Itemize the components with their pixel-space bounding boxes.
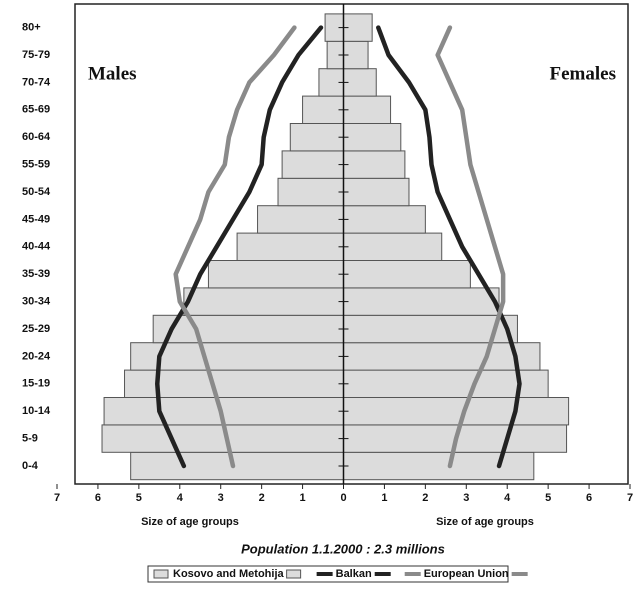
- x-tick-label: 7: [627, 492, 633, 504]
- x-tick-label: 1: [300, 492, 306, 504]
- legend-label: Kosovo and Metohija: [173, 568, 285, 580]
- x-tick-label: 1: [381, 492, 387, 504]
- bar: [257, 205, 344, 234]
- y-tick-label: 60-64: [22, 131, 51, 143]
- bar: [343, 95, 392, 124]
- x-axis-label: Size of age groups: [141, 516, 239, 528]
- y-tick-label: 70-74: [22, 76, 51, 88]
- y-tick-label: 75-79: [22, 49, 50, 61]
- plot-frame: [74, 3, 629, 485]
- x-tick-label: 3: [218, 492, 224, 504]
- x-tick-label: 0: [340, 492, 346, 504]
- y-tick-label: 25-29: [22, 323, 50, 335]
- bar: [343, 287, 500, 316]
- y-tick-label: 55-59: [22, 159, 50, 171]
- bar: [343, 177, 410, 207]
- bar: [236, 232, 344, 262]
- x-tick-label: 6: [95, 492, 101, 504]
- x-tick-label: 3: [463, 492, 469, 504]
- y-tick-label: 20-24: [22, 350, 51, 362]
- subtitle: Population 1.1.2000 : 2.3 millions: [241, 541, 445, 556]
- bar: [289, 123, 344, 152]
- legend-swatch: [286, 569, 302, 579]
- line: [173, 25, 297, 469]
- line: [376, 25, 522, 469]
- x-tick-label: 2: [259, 492, 265, 504]
- females-label: Females: [550, 63, 616, 84]
- bar: [343, 68, 377, 97]
- bar: [343, 451, 535, 481]
- x-tick-label: 2: [422, 492, 428, 504]
- bar: [343, 397, 570, 426]
- y-tick-label: 5-9: [22, 433, 38, 445]
- y-tick-label: 45-49: [22, 213, 50, 225]
- x-tick-label: 4: [504, 492, 511, 504]
- x-tick-label: 4: [177, 492, 184, 504]
- bar: [152, 314, 344, 344]
- bar: [343, 150, 406, 179]
- x-axis-label: Size of age groups: [436, 516, 534, 528]
- y-tick-label: 40-44: [22, 241, 51, 253]
- y-tick-label: 80+: [22, 22, 41, 34]
- bar: [343, 260, 471, 289]
- bar: [343, 342, 541, 371]
- x-tick-label: 5: [136, 492, 142, 504]
- bar: [183, 287, 344, 316]
- legend-frame: [147, 565, 509, 583]
- y-tick-label: 50-54: [22, 186, 51, 198]
- line: [155, 25, 324, 469]
- legend-swatch: [153, 569, 169, 579]
- bar: [130, 451, 344, 481]
- legend-label: European Union: [424, 568, 509, 580]
- y-tick-label: 15-19: [22, 378, 50, 390]
- y-tick-label: 10-14: [22, 405, 51, 417]
- x-tick-label: 5: [545, 492, 551, 504]
- bar: [343, 369, 549, 399]
- males-label: Males: [88, 63, 137, 84]
- bar: [281, 150, 345, 179]
- x-tick-label: 6: [586, 492, 592, 504]
- y-tick-label: 30-34: [22, 296, 51, 308]
- bar: [343, 205, 426, 234]
- y-tick-label: 35-39: [22, 268, 50, 280]
- x-tick-label: 7: [54, 492, 60, 504]
- bar: [302, 95, 345, 124]
- bar: [207, 260, 344, 289]
- bar: [277, 177, 344, 207]
- y-tick-label: 0-4: [22, 460, 39, 472]
- legend-label: Balkan: [336, 568, 372, 580]
- bar: [343, 232, 443, 262]
- bar: [130, 342, 344, 371]
- bar: [343, 314, 518, 344]
- y-tick-label: 65-69: [22, 104, 50, 116]
- bar: [343, 123, 402, 152]
- line: [435, 25, 506, 469]
